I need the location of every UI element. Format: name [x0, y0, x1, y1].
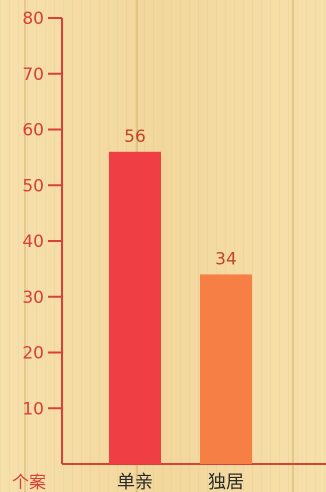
plank-seam — [292, 0, 294, 492]
y-tick-label: 50 — [22, 176, 44, 196]
bar-value-label: 34 — [215, 249, 237, 269]
y-tick-label: 80 — [22, 9, 44, 29]
plank-seam — [24, 0, 26, 492]
y-tick-label: 30 — [22, 288, 44, 308]
bar-value-label: 56 — [124, 127, 146, 147]
category-label: 独居 — [208, 472, 244, 492]
bar-2 — [200, 274, 252, 464]
y-tick-label: 20 — [22, 344, 44, 364]
bar-1 — [109, 151, 161, 465]
y-tick-label: 60 — [22, 121, 44, 141]
y-tick-label: 10 — [22, 399, 44, 419]
y-tick-label: 70 — [22, 65, 44, 85]
y-tick-label: 40 — [22, 232, 44, 252]
category-label: 单亲 — [117, 472, 153, 492]
y-unit-label: 个案 — [12, 473, 46, 492]
